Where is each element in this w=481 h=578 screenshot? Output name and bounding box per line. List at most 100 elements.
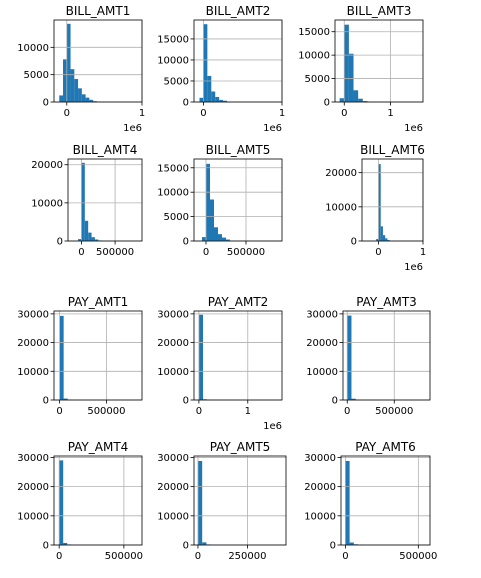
y-tick-label: 0	[351, 237, 357, 248]
bars	[59, 315, 72, 400]
histogram-bar	[214, 227, 218, 241]
x-tick-label: 0	[341, 108, 347, 119]
y-tick-label: 0	[332, 396, 338, 407]
y-tick-label: 10000	[157, 367, 189, 378]
y-tick-label: 0	[43, 98, 49, 109]
y-tick-label: 0	[183, 237, 189, 248]
x-tick-label: 250000	[228, 551, 266, 562]
x-tick-label: 0	[64, 108, 70, 119]
y-tick-label: 20000	[157, 338, 189, 349]
subplot-bill-amt2: BILL_AMT2 0 1 0 5000 10000 15000 1e6	[157, 4, 285, 134]
y-tick-label: 0	[57, 237, 63, 248]
histogram-bar	[353, 90, 359, 102]
histogram-bar	[59, 95, 64, 102]
x-tick-label: 500000	[87, 406, 125, 417]
x-tick-label: 1	[245, 406, 251, 417]
subplot-pay-amt1: PAY_AMT1 0 500000 0 10000 20000 30000	[17, 295, 143, 417]
axes-frame	[342, 310, 431, 401]
histogram-bar	[226, 239, 230, 241]
histogram-bar	[197, 460, 203, 545]
y-tick-label: 0	[183, 541, 189, 552]
subplot-pay-amt3: PAY_AMT3 0 500000 0 10000 20000 30000	[306, 295, 431, 417]
x-tick-label: 0	[195, 551, 201, 562]
y-tick-label: 5000	[305, 74, 330, 85]
subplot-bill-amt3: BILL_AMT3 0 1 0 5000 10000 15000 1e6	[298, 4, 424, 134]
y-tick-label: 0	[183, 396, 189, 407]
subplot-title: PAY_AMT2	[208, 295, 269, 309]
y-tick-label: 10000	[157, 511, 189, 522]
histogram-bar	[70, 69, 75, 102]
subplot-pay-amt4: PAY_AMT4 0 500000 0 10000 20000 30000	[17, 440, 143, 562]
bars	[199, 24, 231, 102]
histogram-bar	[91, 237, 95, 241]
subplot-title: BILL_AMT6	[360, 143, 425, 157]
histogram-bar	[348, 53, 354, 102]
histogram-bar	[59, 315, 64, 400]
y-tick-label: 20000	[17, 482, 49, 493]
bars	[339, 24, 377, 102]
y-tick-label: 30000	[157, 309, 189, 320]
y-tick-label: 5000	[164, 212, 189, 223]
subplot-title: PAY_AMT6	[355, 440, 416, 454]
histogram-bar	[84, 220, 89, 241]
axes-frame	[67, 158, 143, 242]
x-tick-label: 0	[344, 406, 350, 417]
y-tick-label: 5000	[164, 76, 189, 87]
histogram-bar	[63, 398, 68, 400]
bars	[197, 460, 215, 545]
x-offset-label: 1e6	[123, 123, 142, 134]
y-tick-label: 20000	[304, 482, 336, 493]
histogram-bar	[78, 239, 82, 241]
axes-frame	[193, 455, 287, 546]
x-tick-label: 0	[78, 247, 84, 258]
histogram-bar	[387, 239, 390, 241]
y-tick-label: 0	[330, 541, 336, 552]
x-tick-label: 500000	[227, 247, 265, 258]
subplot-bill-amt1: BILL_AMT1 0 1 0 5000 10000 1e6	[17, 4, 145, 134]
subplot-title: BILL_AMT1	[66, 4, 131, 18]
x-tick-label: 1	[387, 108, 393, 119]
axes-frame	[193, 310, 283, 401]
y-tick-label: 0	[43, 541, 49, 552]
x-offset-label: 1e6	[404, 262, 423, 273]
bars	[198, 314, 212, 400]
histogram-bar	[202, 542, 207, 545]
y-tick-label: 10000	[304, 511, 336, 522]
histogram-bar	[74, 79, 79, 102]
x-tick-label: 0	[196, 406, 202, 417]
x-tick-label: 0	[56, 406, 62, 417]
subplot-bill-amt5: BILL_AMT5 0 500000 0 5000 10000 15000	[157, 143, 283, 258]
x-tick-label: 0	[375, 247, 381, 258]
histogram-bar	[81, 162, 85, 241]
y-tick-label: 10000	[157, 55, 189, 66]
y-tick-label: 30000	[17, 309, 49, 320]
x-tick-label: 0	[56, 551, 62, 562]
y-tick-label: 10000	[298, 51, 330, 62]
histogram-bar	[206, 163, 210, 241]
y-tick-label: 10000	[157, 188, 189, 199]
subplot-pay-amt6: PAY_AMT6 0 500000 0 10000 20000 30000	[304, 440, 437, 562]
y-tick-label: 30000	[304, 453, 336, 464]
subplot-title: BILL_AMT4	[73, 143, 138, 157]
bars	[202, 163, 234, 241]
y-tick-label: 20000	[17, 338, 49, 349]
histogram-bar	[211, 91, 216, 102]
histogram-bar	[85, 97, 90, 102]
x-offset-label: 1e6	[404, 123, 423, 134]
histogram-bar	[210, 199, 214, 241]
y-tick-label: 10000	[17, 367, 49, 378]
histogram-bar	[199, 97, 204, 102]
histogram-bar	[385, 238, 388, 241]
histogram-bar	[219, 99, 224, 102]
axes-frame	[340, 455, 431, 546]
y-tick-label: 20000	[306, 338, 338, 349]
histogram-bar	[78, 88, 82, 102]
histogram-bar	[198, 314, 203, 400]
histogram-bar	[66, 23, 71, 102]
y-tick-label: 0	[324, 98, 330, 109]
y-tick-label: 10000	[17, 511, 49, 522]
y-tick-label: 0	[43, 396, 49, 407]
histogram-bar	[63, 59, 67, 102]
x-tick-label: 1	[139, 108, 145, 119]
